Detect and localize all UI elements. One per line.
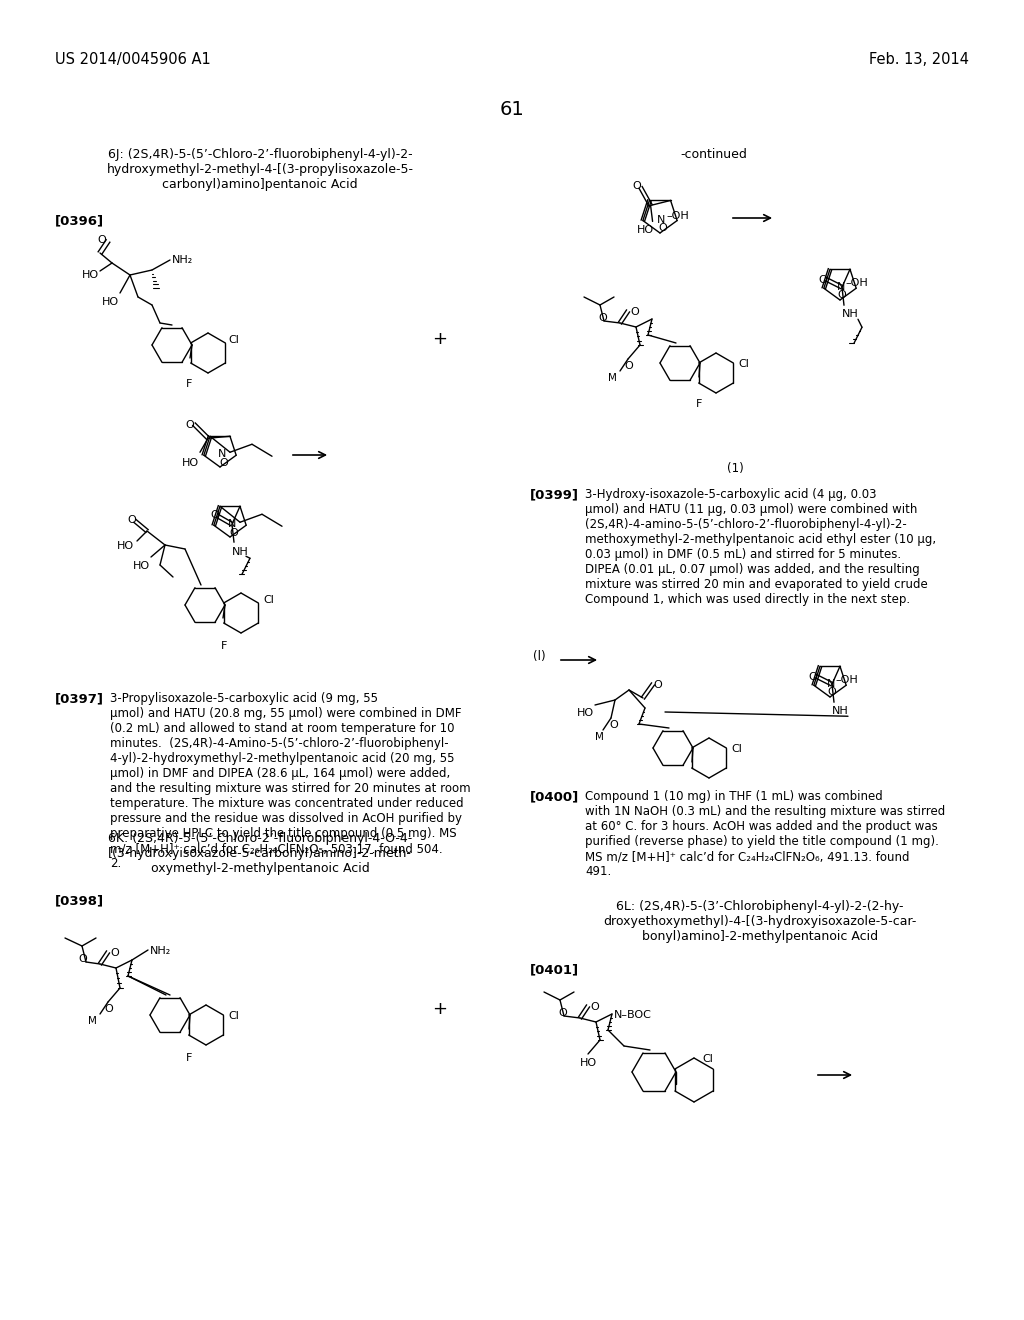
Text: HO: HO xyxy=(102,297,119,308)
Text: [0401]: [0401] xyxy=(530,964,580,975)
Text: M: M xyxy=(88,1016,97,1026)
Text: HO: HO xyxy=(182,458,199,469)
Text: -continued: -continued xyxy=(680,148,746,161)
Text: –OH: –OH xyxy=(666,211,689,220)
Text: N: N xyxy=(827,678,836,689)
Text: O: O xyxy=(590,1002,599,1012)
Text: O: O xyxy=(185,420,194,430)
Text: O: O xyxy=(127,515,136,525)
Text: HO: HO xyxy=(117,541,134,550)
Text: Cl: Cl xyxy=(263,595,273,605)
Text: +: + xyxy=(432,330,447,348)
Text: NH₂: NH₂ xyxy=(172,255,194,265)
Text: [0398]: [0398] xyxy=(55,894,104,907)
Text: –OH: –OH xyxy=(835,675,858,685)
Text: +: + xyxy=(432,1001,447,1018)
Text: O: O xyxy=(838,290,846,300)
Text: O: O xyxy=(630,308,639,317)
Text: N: N xyxy=(218,449,226,459)
Text: O: O xyxy=(598,313,607,323)
Text: F: F xyxy=(186,1053,193,1063)
Text: M: M xyxy=(595,733,604,742)
Text: O: O xyxy=(219,458,228,469)
Text: 3-Propylisoxazole-5-carboxylic acid (9 mg, 55
μmol) and HATU (20.8 mg, 55 μmol) : 3-Propylisoxazole-5-carboxylic acid (9 m… xyxy=(110,692,471,870)
Text: HO: HO xyxy=(637,226,653,235)
Text: –OH: –OH xyxy=(845,279,867,288)
Text: N: N xyxy=(228,519,237,529)
Text: 61: 61 xyxy=(500,100,524,119)
Text: O: O xyxy=(609,719,617,730)
Text: HO: HO xyxy=(577,708,594,718)
Text: O: O xyxy=(558,1008,566,1018)
Text: O: O xyxy=(78,954,87,964)
Text: M: M xyxy=(608,374,616,383)
Text: Cl: Cl xyxy=(731,744,741,754)
Text: HO: HO xyxy=(82,271,99,280)
Text: O: O xyxy=(808,672,817,682)
Text: O: O xyxy=(229,528,239,539)
Text: (l): (l) xyxy=(534,649,546,663)
Text: F: F xyxy=(696,399,702,409)
Text: Cl: Cl xyxy=(228,335,239,345)
Text: HO: HO xyxy=(133,561,151,572)
Text: Cl: Cl xyxy=(702,1053,713,1064)
Text: 3-Hydroxy-isoxazole-5-carboxylic acid (4 μg, 0.03
μmol) and HATU (11 μg, 0.03 μm: 3-Hydroxy-isoxazole-5-carboxylic acid (4… xyxy=(585,488,936,606)
Text: N: N xyxy=(837,282,846,292)
Text: O: O xyxy=(97,235,105,246)
Text: Feb. 13, 2014: Feb. 13, 2014 xyxy=(869,51,969,67)
Text: N–BOC: N–BOC xyxy=(614,1010,652,1020)
Text: F: F xyxy=(221,642,227,651)
Text: [0396]: [0396] xyxy=(55,214,104,227)
Text: N: N xyxy=(657,215,666,224)
Text: NH: NH xyxy=(232,548,249,557)
Text: O: O xyxy=(827,688,837,697)
Text: O: O xyxy=(624,360,633,371)
Text: 6J: (2S,4R)-5-(5’-Chloro-2’-fluorobiphenyl-4-yl)-2-
hydroxymethyl-2-methyl-4-[(3: 6J: (2S,4R)-5-(5’-Chloro-2’-fluorobiphen… xyxy=(106,148,414,191)
Text: 6K: (2S,4R)-5-(5’-Chloro-2’-fluorobiphenyl-4-O-4-
[(3-hydroxyisoxazole-5-carbony: 6K: (2S,4R)-5-(5’-Chloro-2’-fluorobiphen… xyxy=(108,832,412,875)
Text: HO: HO xyxy=(580,1059,597,1068)
Text: O: O xyxy=(104,1005,113,1014)
Text: F: F xyxy=(186,379,193,389)
Text: O: O xyxy=(633,181,641,191)
Text: O: O xyxy=(110,948,119,958)
Text: NH₂: NH₂ xyxy=(150,946,171,956)
Text: 6L: (2S,4R)-5-(3’-Chlorobiphenyl-4-yl)-2-(2-hy-
droxyethoxymethyl)-4-[(3-hydroxy: 6L: (2S,4R)-5-(3’-Chlorobiphenyl-4-yl)-2… xyxy=(603,900,916,942)
Text: [0400]: [0400] xyxy=(530,789,580,803)
Text: Compound 1 (10 mg) in THF (1 mL) was combined
with 1N NaOH (0.3 mL) and the resu: Compound 1 (10 mg) in THF (1 mL) was com… xyxy=(585,789,945,878)
Text: US 2014/0045906 A1: US 2014/0045906 A1 xyxy=(55,51,211,67)
Text: O: O xyxy=(653,680,662,690)
Text: NH: NH xyxy=(831,706,849,717)
Text: [0399]: [0399] xyxy=(530,488,579,502)
Text: Cl: Cl xyxy=(738,359,749,370)
Text: O: O xyxy=(210,511,219,520)
Text: O: O xyxy=(818,276,826,285)
Text: NH: NH xyxy=(842,309,859,319)
Text: [0397]: [0397] xyxy=(55,692,104,705)
Text: O: O xyxy=(658,223,667,232)
Text: Cl: Cl xyxy=(228,1011,239,1020)
Text: (1): (1) xyxy=(727,462,743,475)
